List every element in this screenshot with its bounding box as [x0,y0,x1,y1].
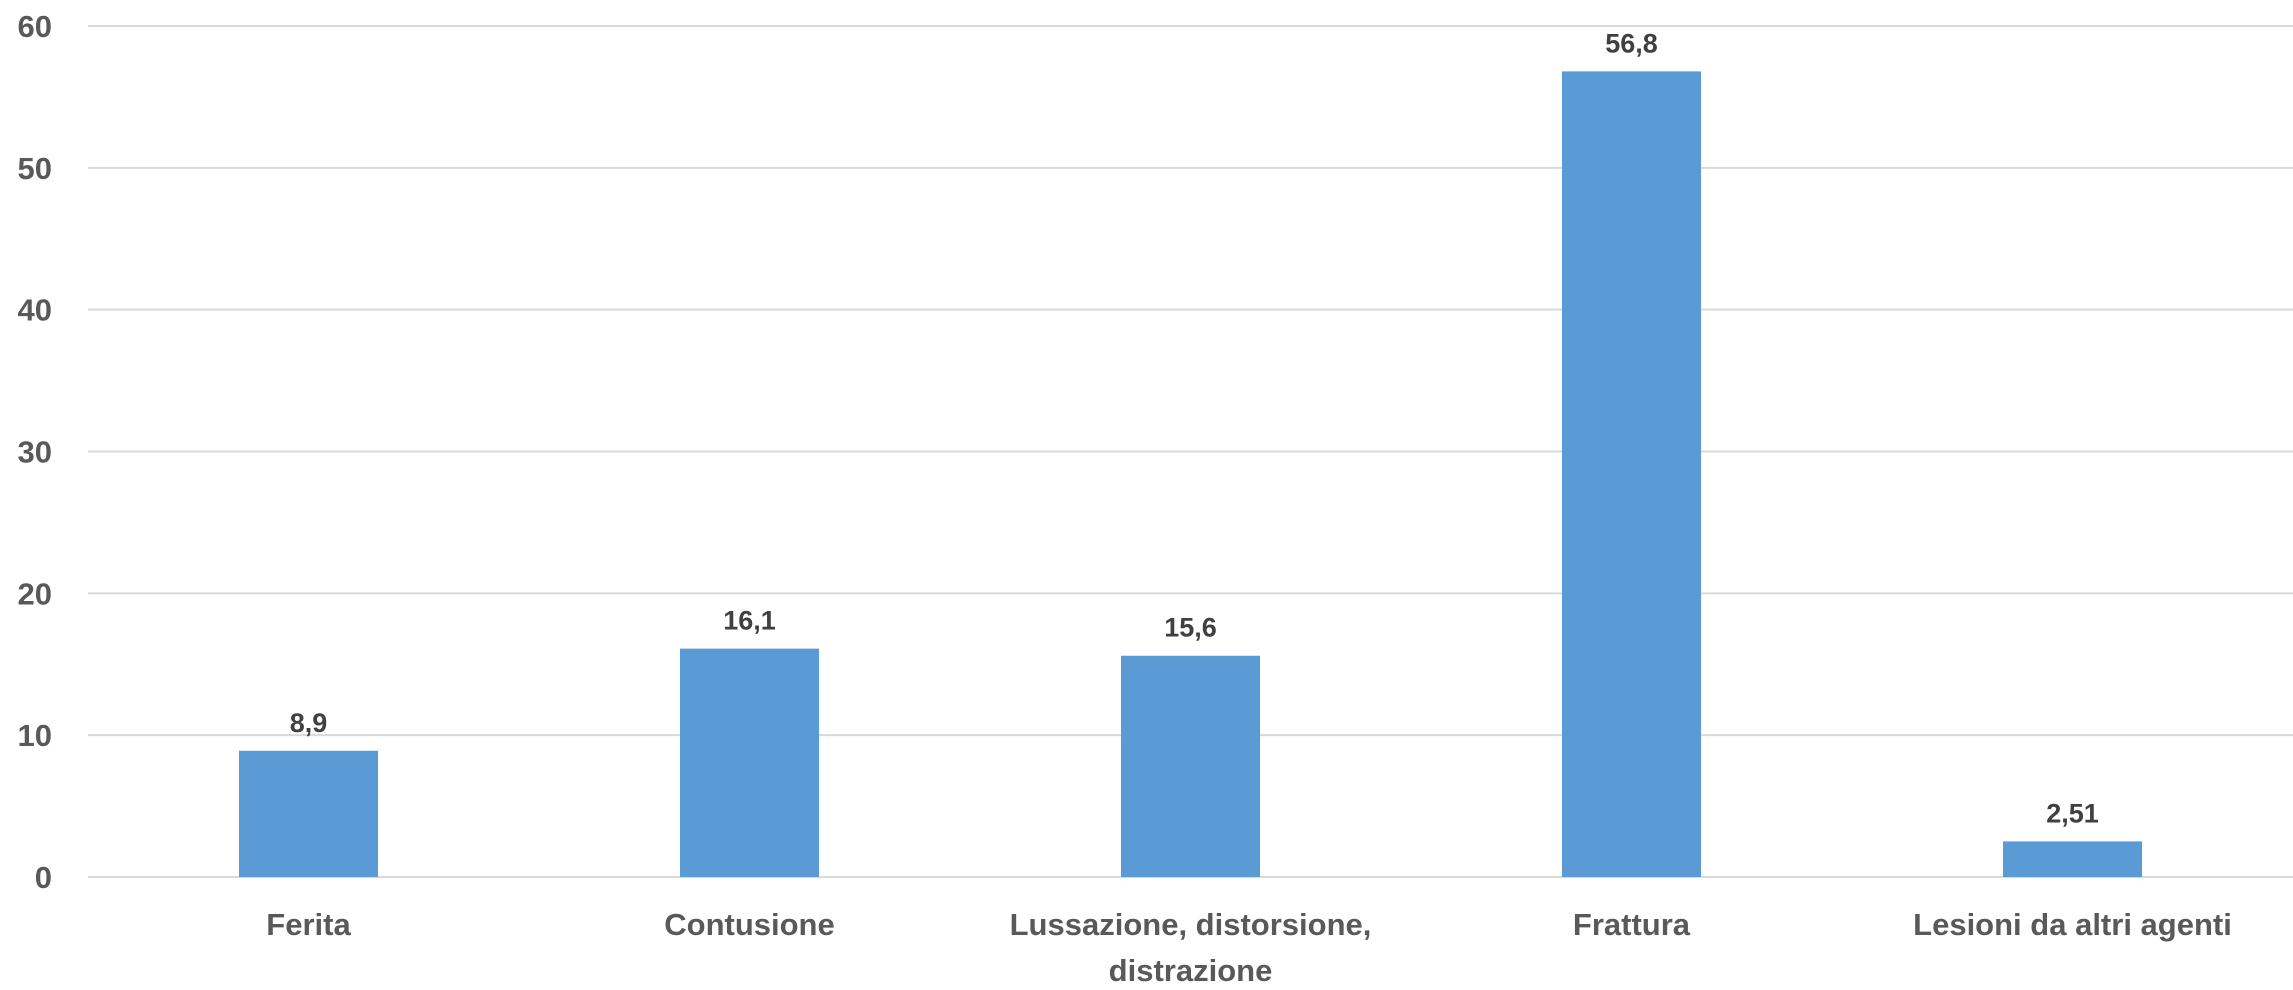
data-label: 16,1 [723,606,776,636]
x-tick-label: Lussazione, distorsione, [1010,907,1372,942]
y-tick-label: 60 [18,9,52,44]
y-tick-label: 20 [18,576,52,611]
y-axis-ticks: 0 10 20 30 40 50 60 [18,9,52,895]
y-tick-label: 10 [18,718,52,753]
data-label: 2,51 [2046,798,2099,828]
bar [239,750,378,877]
y-tick-label: 30 [18,435,52,470]
x-tick-label: Contusione [664,907,835,942]
data-label: 56,8 [1605,28,1658,58]
bar [2003,841,2142,877]
x-tick-label: Ferita [266,907,351,942]
y-tick-label: 50 [18,151,52,186]
bar [680,648,819,877]
y-tick-label: 0 [35,860,52,895]
bars [239,71,2142,878]
x-tick-label: distrazione [1109,953,1273,985]
y-tick-label: 40 [18,293,52,328]
gridlines [88,25,2293,878]
bar [1121,655,1260,877]
x-axis-ticks: Ferita Contusione Lussazione, distorsione,… [266,907,2232,988]
data-label: 8,9 [290,708,328,738]
bar [1562,71,1701,878]
x-tick-label: Frattura [1573,907,1691,942]
data-label: 15,6 [1164,613,1217,643]
x-tick-label: Lesioni da altri agenti [1913,907,2232,942]
data-labels: 8,9 16,1 15,6 56,8 2,51 [290,28,2099,828]
